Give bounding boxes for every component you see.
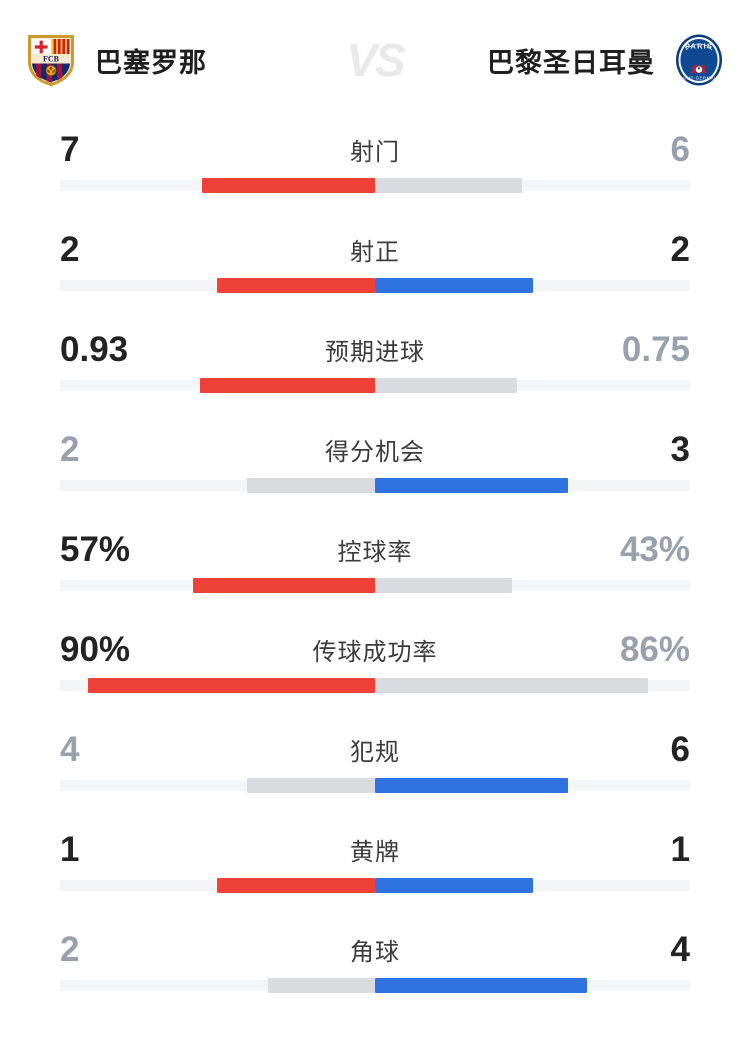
away-bar-fill	[375, 178, 522, 193]
home-bar-fill	[268, 978, 375, 993]
away-value: 86%	[619, 629, 690, 669]
stat-labels: 0.93 预期进球 0.75	[0, 320, 750, 378]
away-value: 2	[670, 229, 690, 269]
home-team[interactable]: FCB 巴塞罗那	[0, 32, 305, 88]
stat-bar	[60, 678, 690, 693]
stat-label: 控球率	[337, 538, 413, 566]
stat-labels: 4 犯规 6	[0, 720, 750, 778]
stat-label: 射正	[350, 238, 400, 266]
stat-row: 4 犯规 6	[0, 720, 750, 820]
away-bar-fill	[375, 978, 587, 993]
home-bar-fill	[247, 778, 375, 793]
away-value: 1	[670, 829, 690, 869]
home-value: 2	[60, 229, 80, 269]
vs-label: VS	[346, 34, 405, 86]
stat-bar	[60, 478, 690, 493]
away-value: 4	[670, 929, 690, 969]
away-value: 6	[670, 129, 690, 169]
home-value: 2	[60, 429, 80, 469]
svg-text:FCB: FCB	[43, 55, 60, 64]
stat-row: 57% 控球率 43%	[0, 520, 750, 620]
away-bar-fill	[375, 778, 568, 793]
stat-bar	[60, 778, 690, 793]
fc-barcelona-crest-icon: FCB	[25, 32, 77, 88]
stat-label: 传球成功率	[312, 638, 438, 666]
stat-row: 90% 传球成功率 86%	[0, 620, 750, 720]
stat-labels: 57% 控球率 43%	[0, 520, 750, 578]
svg-text:PARIS: PARIS	[685, 42, 713, 51]
stat-bar	[60, 978, 690, 993]
stat-label: 黄牌	[350, 838, 400, 866]
svg-text:SAINT-GERMAIN: SAINT-GERMAIN	[678, 76, 719, 81]
home-value: 1	[60, 829, 80, 869]
stat-bar	[60, 378, 690, 393]
stat-label: 预期进球	[325, 338, 425, 366]
away-value: 0.75	[621, 329, 690, 369]
psg-crest-icon: PARIS SAINT-GERMAIN	[673, 32, 725, 88]
home-value: 90%	[60, 629, 131, 669]
away-bar-fill	[375, 678, 648, 693]
stat-row: 7 射门 6	[0, 120, 750, 220]
stat-labels: 7 射门 6	[0, 120, 750, 178]
stat-label: 犯规	[350, 738, 400, 766]
home-bar-fill	[247, 478, 375, 493]
home-value: 57%	[60, 529, 131, 569]
stat-labels: 2 得分机会 3	[0, 420, 750, 478]
stats-list: 7 射门 6 2 射正 2 0.93 预期进球 0.75 2 得分机会 3 57% 控球率 43% 90% 传球…	[0, 120, 750, 1025]
home-bar-fill	[88, 678, 375, 693]
away-bar-fill	[375, 478, 568, 493]
away-bar-fill	[375, 578, 512, 593]
away-team[interactable]: 巴黎圣日耳曼 PARIS SAINT-GERMAIN	[445, 32, 750, 88]
away-bar-fill	[375, 278, 533, 293]
home-bar-fill	[200, 378, 375, 393]
home-value: 7	[60, 129, 80, 169]
stat-row: 2 射正 2	[0, 220, 750, 320]
away-value: 6	[670, 729, 690, 769]
match-header: FCB 巴塞罗那 VS 巴黎圣日耳曼 PARIS	[0, 0, 750, 120]
away-bar-fill	[375, 378, 517, 393]
home-value: 2	[60, 929, 80, 969]
stat-row: 2 得分机会 3	[0, 420, 750, 520]
home-bar-fill	[202, 178, 375, 193]
home-value: 0.93	[60, 329, 129, 369]
stat-label: 射门	[350, 138, 400, 166]
stat-labels: 2 射正 2	[0, 220, 750, 278]
stat-labels: 1 黄牌 1	[0, 820, 750, 878]
stat-label: 角球	[350, 938, 400, 966]
stat-labels: 90% 传球成功率 86%	[0, 620, 750, 678]
stat-labels: 2 角球 4	[0, 920, 750, 978]
stat-bar	[60, 278, 690, 293]
away-bar-fill	[375, 878, 533, 893]
stat-bar	[60, 178, 690, 193]
home-value: 4	[60, 729, 80, 769]
away-value: 3	[670, 429, 690, 469]
stat-row: 1 黄牌 1	[0, 820, 750, 920]
away-value: 43%	[619, 529, 690, 569]
stat-row: 2 角球 4	[0, 920, 750, 1025]
home-team-name: 巴塞罗那	[95, 47, 207, 78]
stat-bar	[60, 878, 690, 893]
stat-bar	[60, 578, 690, 593]
home-bar-fill	[193, 578, 375, 593]
stat-row: 0.93 预期进球 0.75	[0, 320, 750, 420]
stat-label: 得分机会	[325, 438, 425, 466]
home-bar-fill	[217, 878, 375, 893]
home-bar-fill	[217, 278, 375, 293]
away-team-name: 巴黎圣日耳曼	[487, 47, 655, 78]
